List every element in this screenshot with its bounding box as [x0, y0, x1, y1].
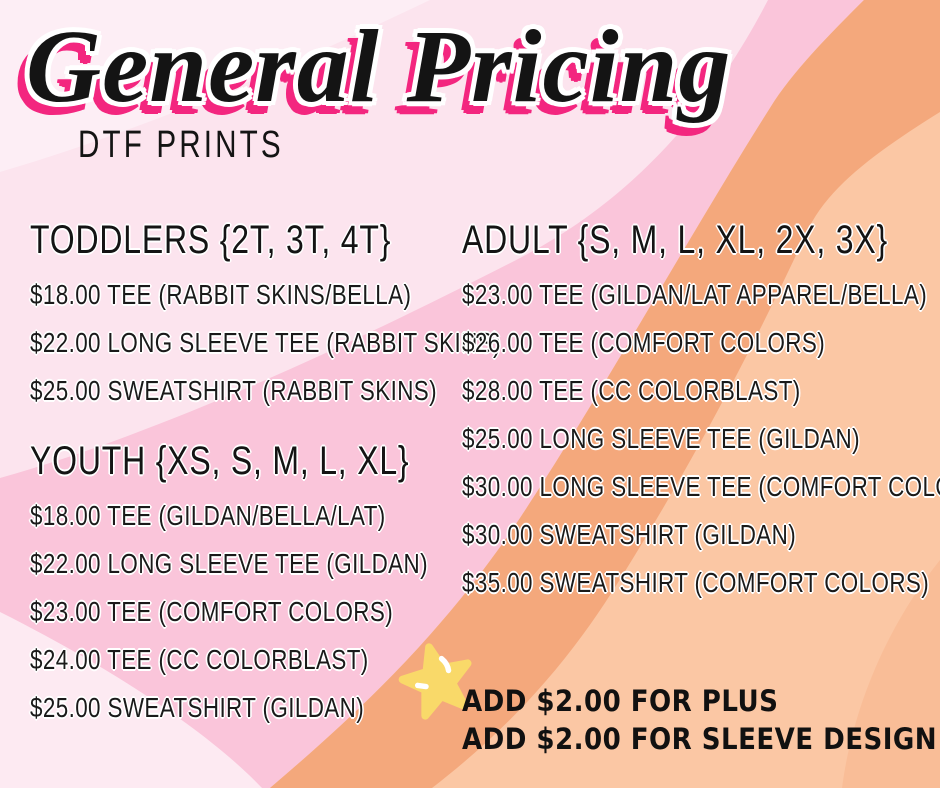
adult-heading: ADULT {S, M, L, XL, 2X, 3X} — [462, 218, 888, 262]
toddlers-heading: TODDLERS {2T, 3T, 4T} — [30, 218, 392, 262]
price-line: $30.00 LONG SLEEVE TEE (COMFORT COLORS) — [462, 471, 940, 502]
left-column: TODDLERS {2T, 3T, 4T} $18.00 TEE (RABBIT… — [30, 216, 501, 754]
price-line: $26.00 TEE (COMFORT COLORS) — [462, 327, 826, 358]
price-line: $25.00 SWEATSHIRT (GILDAN) — [30, 692, 365, 723]
page-subtitle: DTF PRINTS — [78, 124, 284, 166]
right-column: ADULT {S, M, L, XL, 2X, 3X} $23.00 TEE (… — [462, 216, 940, 629]
price-line: $25.00 SWEATSHIRT (RABBIT SKINS) — [30, 375, 437, 406]
adult-section: ADULT {S, M, L, XL, 2X, 3X} $23.00 TEE (… — [462, 216, 940, 607]
page-title: General Pricing — [26, 9, 732, 124]
price-line: $18.00 TEE (RABBIT SKINS/BELLA) — [30, 279, 412, 310]
price-line: $22.00 LONG SLEEVE TEE (RABBIT SKINS) — [30, 327, 501, 358]
price-line: $28.00 TEE (CC COLORBLAST) — [462, 375, 801, 406]
price-line: $18.00 TEE (GILDAN/BELLA/LAT) — [30, 500, 386, 531]
price-line: $25.00 LONG SLEEVE TEE (GILDAN) — [462, 423, 860, 454]
toddlers-section: TODDLERS {2T, 3T, 4T} $18.00 TEE (RABBIT… — [30, 216, 501, 415]
star-icon — [398, 640, 476, 720]
extra-charges-notes: ADD $2.00 FOR PLUS ADD $2.00 FOR SLEEVE … — [462, 682, 938, 758]
youth-section: YOUTH {XS, S, M, L, XL} $18.00 TEE (GILD… — [30, 437, 490, 732]
price-line: $23.00 TEE (GILDAN/LAT APPAREL/BELLA) — [462, 279, 928, 310]
price-line: $23.00 TEE (COMFORT COLORS) — [30, 596, 394, 627]
youth-heading: YOUTH {XS, S, M, L, XL} — [30, 439, 410, 483]
price-line: $30.00 SWEATSHIRT (GILDAN) — [462, 519, 797, 550]
price-line: $22.00 LONG SLEEVE TEE (GILDAN) — [30, 548, 428, 579]
note-sleeve-design: ADD $2.00 FOR SLEEVE DESIGN — [462, 722, 938, 756]
price-line: $24.00 TEE (CC COLORBLAST) — [30, 644, 369, 675]
price-line: $35.00 SWEATSHIRT (COMFORT COLORS) — [462, 567, 930, 598]
note-plus-size: ADD $2.00 FOR PLUS — [462, 684, 779, 718]
